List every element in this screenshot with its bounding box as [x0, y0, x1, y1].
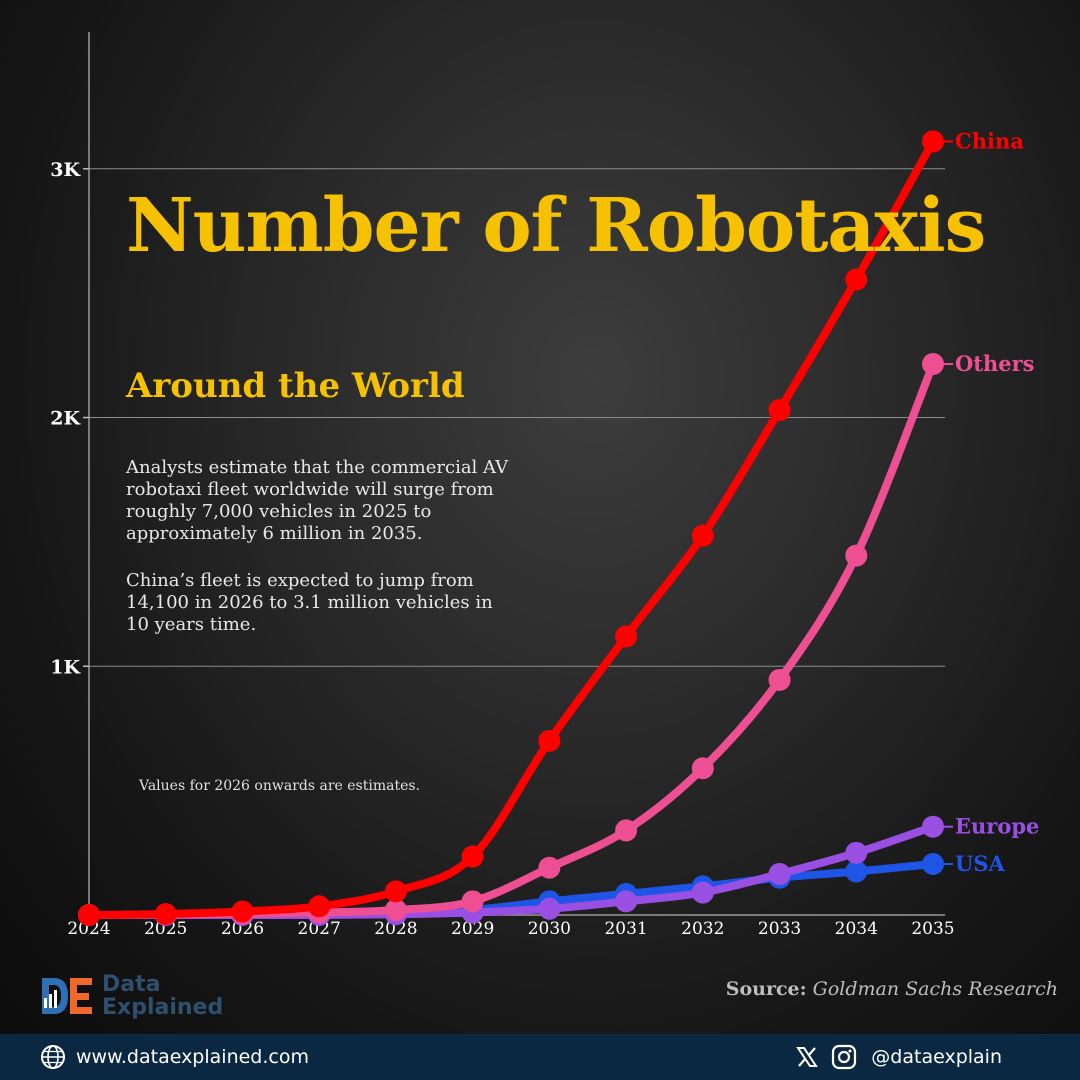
footer-bar: www.dataexplained.com @dataexplain [0, 1034, 1080, 1080]
data-point-china [308, 895, 331, 918]
x-tick-label: 2033 [758, 919, 801, 939]
data-point-china [845, 268, 868, 291]
data-point-china [78, 904, 100, 926]
chart-subtitle: Around the World [126, 366, 465, 406]
data-point-others [922, 353, 944, 376]
description-paragraph-2: China’s fleet is expected to jump from 1… [126, 570, 493, 635]
source-credit: Source: Goldman Sachs Research [726, 978, 1058, 1000]
x-tick-label: 2035 [911, 919, 954, 939]
brand-line-2: Explained [102, 995, 224, 1020]
x-logo-icon[interactable] [795, 1045, 819, 1069]
brand-name: Data Explained [102, 973, 223, 1019]
data-point-china [768, 399, 791, 422]
x-tick-label: 2032 [681, 919, 724, 939]
data-explained-logo [42, 978, 92, 1014]
data-point-china [154, 903, 177, 926]
data-point-europe [768, 862, 791, 885]
y-tick-label: 3K [50, 159, 81, 181]
data-point-europe [845, 841, 868, 864]
data-point-europe [615, 890, 638, 913]
data-point-others [615, 819, 638, 842]
data-point-china [384, 880, 407, 903]
series-line-others [85, 360, 937, 919]
data-point-europe [691, 881, 714, 904]
gridlines [89, 168, 945, 667]
data-point-europe [538, 897, 561, 920]
y-tick-label: 1K [50, 656, 81, 678]
data-point-china [461, 845, 484, 868]
x-tick-label: 2031 [604, 919, 647, 939]
data-point-europe [922, 815, 944, 838]
data-point-others [384, 899, 407, 922]
data-point-china [538, 729, 561, 752]
x-tick-label: 2025 [144, 919, 187, 939]
x-tick-label: 2034 [835, 919, 878, 939]
data-point-others [691, 757, 714, 780]
source-value: Goldman Sachs Research [812, 978, 1058, 1000]
data-point-usa [922, 853, 944, 876]
footer-website-link[interactable]: www.dataexplained.com [76, 1046, 309, 1068]
data-point-others [845, 544, 868, 567]
x-tick-label: 2027 [298, 919, 341, 939]
data-point-others [538, 856, 561, 879]
series-label-others: Others [955, 351, 1035, 376]
series-group: USA Europe Others China [78, 128, 1039, 926]
description-paragraph-1: Analysts estimate that the commercial AV… [126, 457, 509, 544]
x-tick-label: 2028 [374, 919, 417, 939]
series-label-usa: USA [955, 851, 1005, 876]
estimate-note: Values for 2026 onwards are estimates. [139, 778, 420, 794]
x-tick-label: 2029 [451, 919, 494, 939]
data-point-others [461, 890, 484, 913]
brand: Data Explained [40, 972, 223, 1020]
x-tick-label: 2026 [221, 919, 264, 939]
x-tick-labels: 2024 2025 2026 2027 2028 2029 2030 2031 2032 2033… [67, 919, 954, 939]
chart-title: Number of Robotaxis [126, 183, 986, 269]
footer-social-handle[interactable]: @dataexplain [871, 1046, 1002, 1068]
source-label: Source: [725, 978, 807, 1000]
data-point-others [768, 668, 791, 691]
series-line-europe [85, 822, 937, 920]
y-tick-label: 2K [50, 408, 81, 430]
data-point-usa [845, 860, 868, 883]
x-tick-label: 2030 [528, 919, 571, 939]
data-point-china [691, 524, 714, 547]
data-point-china [615, 625, 638, 648]
x-tick-label: 2024 [67, 919, 110, 939]
footer-social-group: @dataexplain [795, 1044, 1002, 1070]
globe-icon [41, 1045, 65, 1069]
y-tick-labels: 1K 2K 3K [50, 159, 89, 678]
instagram-icon[interactable] [831, 1044, 857, 1070]
footer-website-group: www.dataexplained.com [40, 1044, 309, 1070]
series-label-china: China [955, 128, 1024, 153]
data-point-china [231, 900, 254, 923]
brand-line-1: Data [102, 972, 161, 997]
data-point-china [922, 130, 944, 153]
series-label-europe: Europe [955, 814, 1039, 839]
